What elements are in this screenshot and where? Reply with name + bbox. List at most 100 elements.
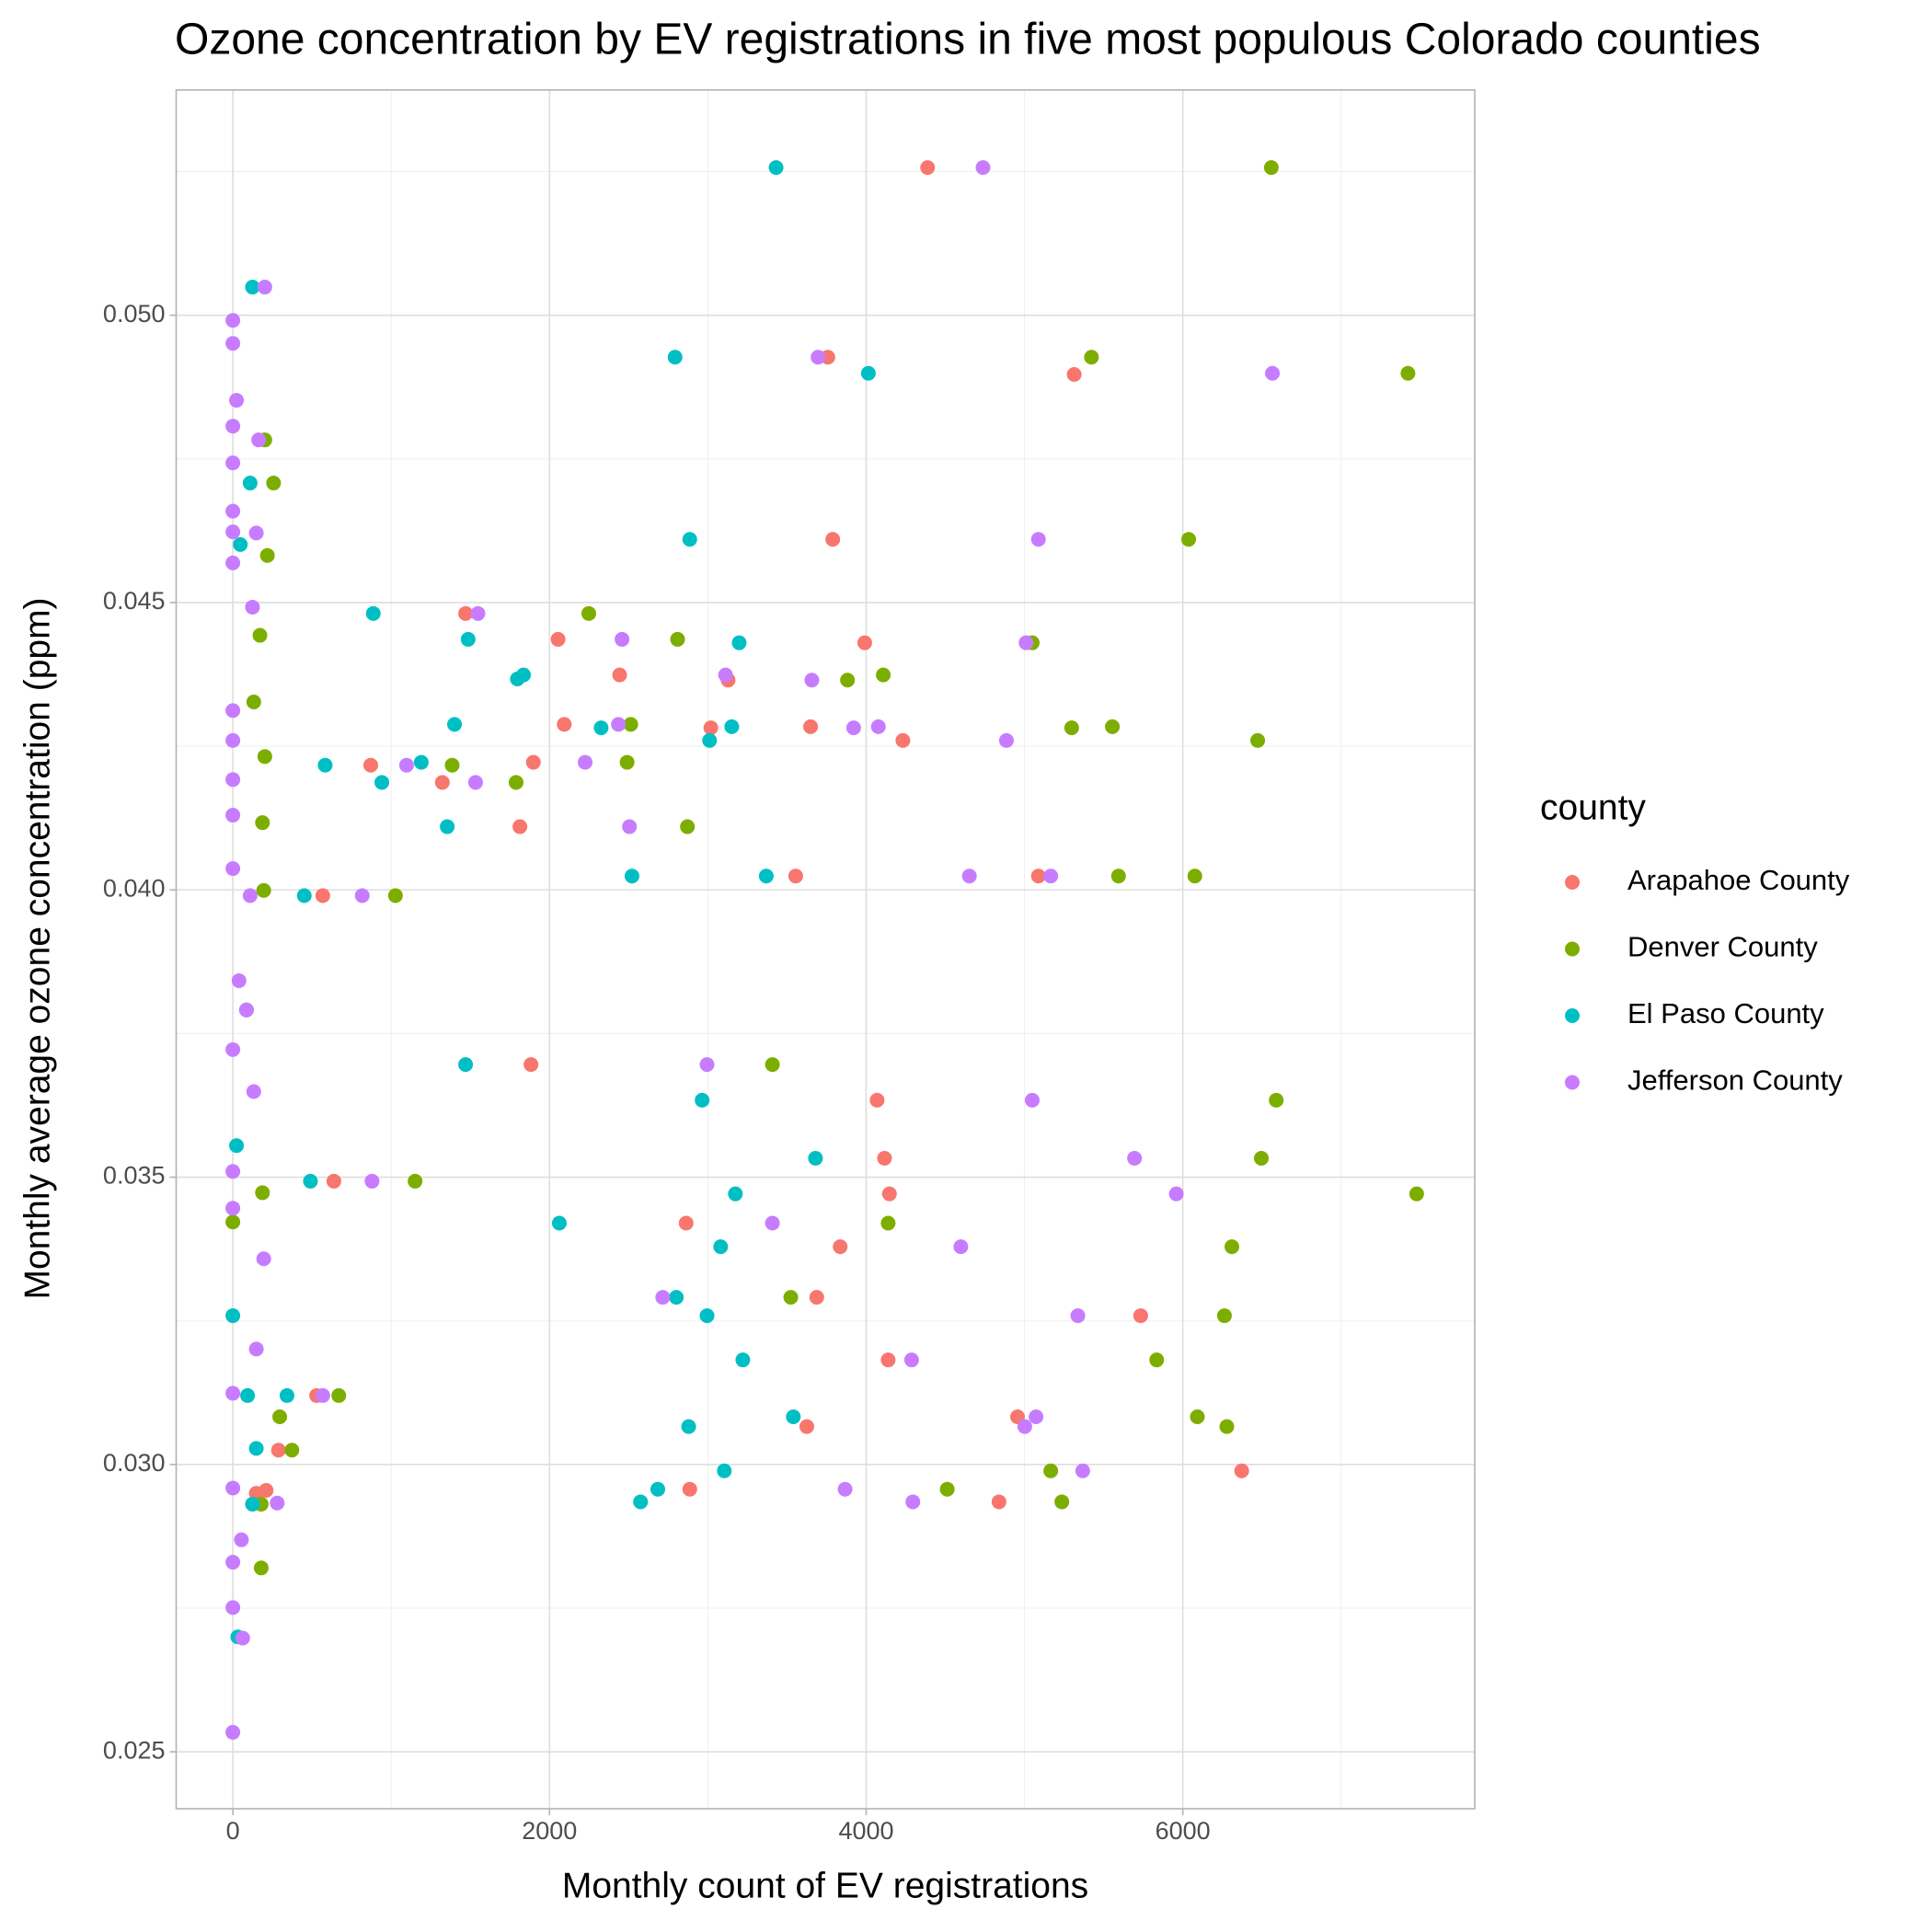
point (860, 365, 876, 381)
point (804, 673, 820, 688)
point (225, 1164, 241, 1179)
point (279, 1387, 294, 1403)
legend-label: El Paso County (1627, 997, 1824, 1029)
point (905, 1494, 921, 1510)
y-tick-label: 0.050 (103, 300, 166, 328)
point (611, 717, 627, 732)
point (523, 1057, 539, 1073)
point (1029, 1409, 1044, 1425)
point (880, 1215, 896, 1231)
point (1043, 868, 1059, 884)
point (233, 536, 248, 552)
point (550, 631, 566, 647)
point (440, 819, 455, 834)
point (460, 631, 476, 647)
point (398, 757, 414, 773)
point (257, 749, 272, 765)
point (1216, 1308, 1232, 1324)
point (354, 888, 370, 903)
legend-marker (1565, 875, 1580, 890)
point (256, 1251, 271, 1267)
point (1409, 1186, 1424, 1202)
legend-marker (1565, 1008, 1580, 1023)
point (612, 667, 627, 683)
point (717, 1463, 732, 1478)
point (833, 1239, 848, 1255)
point (1064, 720, 1079, 736)
legend-title: county (1540, 788, 1646, 827)
point (272, 1409, 288, 1425)
point (257, 280, 272, 295)
point (713, 1239, 729, 1255)
point (681, 1419, 696, 1434)
point (259, 1482, 274, 1498)
point (895, 732, 911, 748)
point (253, 1560, 269, 1576)
point (1219, 1419, 1235, 1434)
point (270, 1443, 286, 1458)
x-tick-label: 0 (226, 1817, 240, 1845)
point (667, 350, 683, 365)
point (284, 1443, 300, 1458)
point (837, 1481, 853, 1497)
point (1225, 1239, 1240, 1255)
chart-title: Ozone concentration by EV registrations … (175, 16, 1761, 64)
point (364, 1173, 380, 1189)
point (245, 1496, 260, 1512)
point (225, 1480, 241, 1496)
point (699, 1057, 715, 1073)
point (695, 1092, 710, 1108)
point (225, 772, 241, 788)
y-tick-label: 0.030 (103, 1449, 166, 1477)
point (857, 635, 872, 650)
point (1234, 1463, 1249, 1478)
point (225, 808, 241, 823)
point (622, 819, 638, 834)
point (825, 532, 841, 547)
point (1030, 532, 1046, 547)
point (669, 1290, 684, 1305)
point (581, 605, 596, 621)
point (1187, 868, 1202, 884)
y-axis-title: Monthly average ozone concentration (ppm… (17, 597, 57, 1299)
legend-label: Jefferson County (1627, 1064, 1843, 1097)
point (870, 719, 886, 734)
y-tick-label: 0.025 (103, 1736, 166, 1764)
point (1043, 1463, 1059, 1478)
point (1084, 350, 1099, 365)
point (303, 1173, 318, 1189)
point (650, 1481, 666, 1497)
point (1105, 719, 1121, 734)
point (880, 1352, 896, 1368)
point (593, 720, 609, 736)
point (578, 754, 593, 770)
point (975, 160, 991, 176)
point (1054, 1494, 1070, 1510)
point (633, 1494, 649, 1510)
point (225, 861, 241, 877)
point (387, 888, 403, 903)
point (374, 775, 390, 790)
point (251, 432, 267, 448)
point (225, 419, 241, 434)
point (624, 868, 639, 884)
point (1149, 1352, 1165, 1368)
point (961, 868, 977, 884)
point (225, 1201, 241, 1216)
point (1190, 1409, 1205, 1425)
point (240, 1387, 256, 1403)
point (768, 160, 784, 176)
point (615, 631, 630, 647)
point (845, 720, 861, 736)
point (225, 503, 241, 519)
point (920, 160, 936, 176)
point (1263, 160, 1279, 176)
point (786, 1409, 801, 1425)
point (225, 1600, 241, 1616)
point (413, 754, 429, 770)
point (363, 757, 379, 773)
series (225, 160, 1281, 1740)
legend-label: Arapahoe County (1627, 864, 1850, 896)
point (238, 1002, 254, 1018)
